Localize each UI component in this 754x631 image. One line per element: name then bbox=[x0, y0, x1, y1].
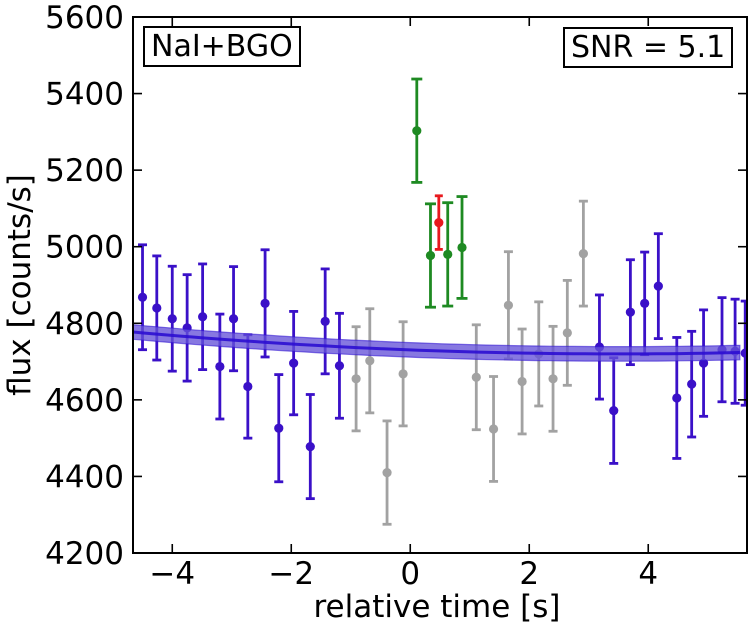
data-point bbox=[488, 375, 499, 483]
detector-label-box: NaI+BGO bbox=[143, 26, 301, 67]
data-point bbox=[503, 250, 514, 361]
data-point bbox=[167, 264, 177, 373]
data-point bbox=[228, 265, 239, 373]
data-point bbox=[740, 299, 747, 407]
data-point bbox=[243, 333, 253, 440]
x-axis-label: relative time [s] bbox=[313, 589, 560, 625]
series-background-points bbox=[133, 232, 747, 501]
fit-band-group bbox=[133, 324, 741, 362]
data-point bbox=[152, 254, 162, 362]
data-point bbox=[456, 195, 468, 300]
data-point bbox=[398, 320, 408, 428]
x-tick-label: 0 bbox=[400, 556, 420, 592]
series-peak-point bbox=[434, 194, 444, 251]
data-point bbox=[698, 308, 709, 418]
plot-border bbox=[132, 16, 748, 554]
x-tick-label: −4 bbox=[149, 556, 195, 592]
fit-center-line bbox=[133, 330, 740, 356]
series-signal-points bbox=[411, 77, 468, 309]
x-tick-label: −2 bbox=[268, 556, 314, 592]
data-point bbox=[640, 250, 650, 357]
data-point bbox=[562, 279, 572, 387]
y-tick-label: 5000 bbox=[45, 230, 124, 266]
data-series-group bbox=[133, 77, 747, 526]
data-point bbox=[320, 267, 330, 376]
y-tick-label: 5200 bbox=[45, 153, 124, 189]
y-tick-label: 4800 bbox=[45, 306, 124, 342]
data-point bbox=[382, 419, 392, 526]
y-tick-label: 5600 bbox=[45, 0, 124, 36]
series-excluded-points bbox=[351, 199, 588, 526]
x-tick-label: 2 bbox=[519, 556, 539, 592]
data-point bbox=[609, 356, 619, 465]
data-point bbox=[442, 201, 454, 308]
data-point bbox=[517, 327, 527, 436]
y-tick-label: 5400 bbox=[45, 77, 124, 113]
fit-uncertainty-band bbox=[133, 324, 741, 362]
data-point bbox=[215, 312, 225, 421]
data-point bbox=[274, 373, 284, 484]
axes-group: −4 −2 0 2 4 4200 4400 4600 4800 5000 5200 5400 5600 bbox=[45, 0, 748, 592]
data-point bbox=[198, 262, 208, 372]
data-point bbox=[182, 273, 192, 383]
data-point bbox=[424, 202, 436, 309]
data-point bbox=[653, 232, 663, 341]
data-point bbox=[578, 199, 588, 308]
data-point bbox=[434, 194, 444, 251]
y-tick-label: 4400 bbox=[45, 459, 124, 495]
x-tick-label: 4 bbox=[638, 556, 658, 592]
y-axis-label: flux [counts/s] bbox=[2, 174, 38, 396]
data-point bbox=[471, 323, 481, 432]
data-point bbox=[411, 77, 423, 184]
y-tick-label: 4600 bbox=[45, 383, 124, 419]
data-point bbox=[548, 324, 558, 433]
snr-label-box: SNR = 5.1 bbox=[563, 27, 734, 68]
y-tick-label: 4200 bbox=[45, 536, 124, 572]
data-point bbox=[365, 307, 375, 415]
data-point bbox=[334, 311, 345, 420]
data-point bbox=[305, 393, 315, 501]
data-point bbox=[289, 310, 299, 417]
